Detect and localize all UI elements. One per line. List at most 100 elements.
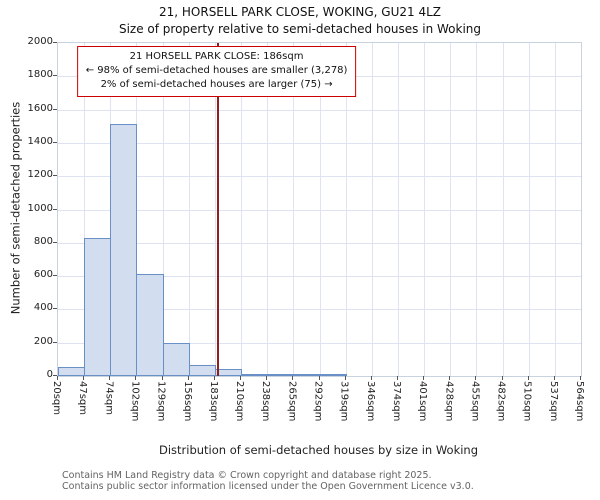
y-tick-mark bbox=[53, 175, 57, 177]
y-tick-label: 0 bbox=[46, 369, 53, 380]
x-tick-label: 510sqm bbox=[521, 381, 533, 422]
annotation-line-address: 21 HORSELL PARK CLOSE: 186sqm bbox=[129, 51, 304, 62]
grid-line-vertical bbox=[188, 43, 190, 376]
x-tick-mark bbox=[109, 376, 111, 380]
grid-line-vertical bbox=[241, 43, 243, 376]
histogram-bar bbox=[84, 237, 112, 376]
x-tick-label: 428sqm bbox=[443, 381, 455, 422]
y-tick-mark bbox=[53, 275, 57, 277]
histogram-bar bbox=[188, 365, 216, 376]
y-tick-label: 1800 bbox=[27, 69, 53, 81]
x-tick-label: 183sqm bbox=[207, 381, 219, 422]
y-tick-label: 1400 bbox=[27, 135, 53, 147]
x-tick-label: 74sqm bbox=[103, 381, 115, 416]
x-tick-label: 102sqm bbox=[129, 381, 141, 422]
x-tick-mark bbox=[57, 376, 58, 380]
y-tick-label: 1200 bbox=[27, 169, 53, 181]
grid-line-vertical bbox=[450, 43, 452, 376]
y-tick-label: 600 bbox=[33, 269, 53, 281]
x-tick-mark bbox=[135, 376, 137, 380]
x-tick-label: 374sqm bbox=[390, 381, 402, 422]
footer-attribution-1: Contains HM Land Registry data © Crown c… bbox=[62, 470, 432, 481]
y-tick-mark bbox=[53, 308, 57, 310]
x-tick-label: 292sqm bbox=[312, 381, 324, 422]
histogram-bar bbox=[267, 374, 295, 376]
property-size-marker-line bbox=[216, 43, 219, 376]
x-tick-label: 482sqm bbox=[495, 381, 507, 422]
x-tick-mark bbox=[240, 376, 242, 380]
x-tick-label: 346sqm bbox=[364, 381, 376, 422]
x-tick-mark bbox=[449, 376, 451, 380]
plot-area bbox=[57, 42, 582, 377]
x-tick-mark bbox=[266, 376, 268, 380]
x-tick-label: 401sqm bbox=[417, 381, 429, 422]
x-tick-mark bbox=[187, 376, 189, 380]
histogram-bar bbox=[319, 374, 347, 376]
y-tick-label: 800 bbox=[33, 235, 53, 247]
x-tick-label: 156sqm bbox=[181, 381, 193, 422]
grid-line-vertical bbox=[84, 43, 86, 376]
x-tick-label: 537sqm bbox=[547, 381, 559, 422]
histogram-bar bbox=[241, 373, 269, 376]
y-tick-mark bbox=[53, 375, 57, 376]
histogram-bar bbox=[58, 366, 86, 376]
grid-line-vertical bbox=[345, 43, 347, 376]
grid-line-vertical bbox=[554, 43, 556, 376]
x-tick-mark bbox=[83, 376, 85, 380]
x-tick-label: 129sqm bbox=[155, 381, 167, 422]
y-tick-label: 400 bbox=[33, 302, 53, 314]
grid-line-vertical bbox=[424, 43, 426, 376]
x-tick-mark bbox=[527, 376, 529, 380]
footer-attribution-2: Contains public sector information licen… bbox=[62, 481, 474, 492]
x-tick-label: 47sqm bbox=[77, 381, 89, 416]
x-tick-mark bbox=[553, 376, 555, 380]
x-tick-mark bbox=[344, 376, 346, 380]
y-tick-mark bbox=[53, 208, 57, 210]
x-tick-mark bbox=[580, 376, 581, 380]
x-tick-label: 564sqm bbox=[574, 381, 585, 422]
y-tick-mark bbox=[53, 42, 57, 43]
x-tick-mark bbox=[475, 376, 477, 380]
grid-line-vertical bbox=[162, 43, 164, 376]
y-tick-mark bbox=[53, 341, 57, 343]
grid-line-vertical bbox=[502, 43, 504, 376]
grid-line-vertical bbox=[371, 43, 373, 376]
y-tick-mark bbox=[53, 241, 57, 243]
x-tick-label: 20sqm bbox=[51, 381, 62, 416]
grid-line-vertical bbox=[267, 43, 269, 376]
annotation-box: 21 HORSELL PARK CLOSE: 186sqm ← 98% of s… bbox=[76, 46, 357, 97]
x-tick-mark bbox=[318, 376, 320, 380]
x-tick-mark bbox=[213, 376, 215, 380]
grid-line-vertical bbox=[214, 43, 216, 376]
annotation-line-smaller: ← 98% of semi-detached houses are smalle… bbox=[85, 65, 348, 76]
chart-title: 21, HORSELL PARK CLOSE, WOKING, GU21 4LZ bbox=[158, 5, 442, 19]
histogram-bar bbox=[136, 274, 164, 376]
x-tick-mark bbox=[161, 376, 163, 380]
grid-line-vertical bbox=[476, 43, 478, 376]
grid-line-vertical bbox=[293, 43, 295, 376]
x-tick-label: 210sqm bbox=[234, 381, 246, 422]
histogram-bar bbox=[293, 374, 321, 376]
y-tick-label: 1600 bbox=[27, 102, 53, 114]
y-tick-mark bbox=[53, 108, 57, 110]
y-tick-mark bbox=[53, 75, 57, 77]
x-tick-label: 455sqm bbox=[469, 381, 481, 422]
x-tick-mark bbox=[292, 376, 294, 380]
y-tick-mark bbox=[53, 141, 57, 143]
x-tick-mark bbox=[370, 376, 372, 380]
grid-line-vertical bbox=[319, 43, 321, 376]
x-tick-mark bbox=[396, 376, 398, 380]
grid-line-vertical bbox=[528, 43, 530, 376]
histogram-bar bbox=[162, 342, 190, 376]
y-tick-label: 1000 bbox=[27, 202, 53, 214]
x-tick-label: 319sqm bbox=[338, 381, 350, 422]
y-tick-label: 2000 bbox=[27, 36, 53, 47]
x-axis-label: Distribution of semi-detached houses by … bbox=[158, 443, 479, 457]
x-tick-mark bbox=[501, 376, 503, 380]
chart-subtitle: Size of property relative to semi-detach… bbox=[118, 22, 482, 36]
x-tick-label: 265sqm bbox=[286, 381, 298, 422]
x-tick-mark bbox=[423, 376, 425, 380]
grid-line-vertical bbox=[397, 43, 399, 376]
y-tick-label: 200 bbox=[33, 335, 53, 347]
